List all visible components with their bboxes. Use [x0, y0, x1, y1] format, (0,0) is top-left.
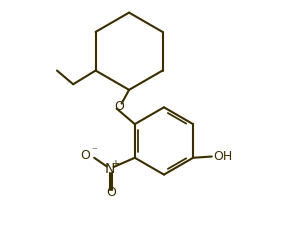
- Text: O: O: [114, 100, 124, 113]
- Text: +: +: [111, 159, 119, 169]
- Text: OH: OH: [213, 150, 232, 163]
- Text: N: N: [105, 162, 115, 176]
- Text: ⁻: ⁻: [91, 146, 97, 156]
- Text: O: O: [106, 186, 116, 199]
- Text: O: O: [80, 149, 90, 162]
